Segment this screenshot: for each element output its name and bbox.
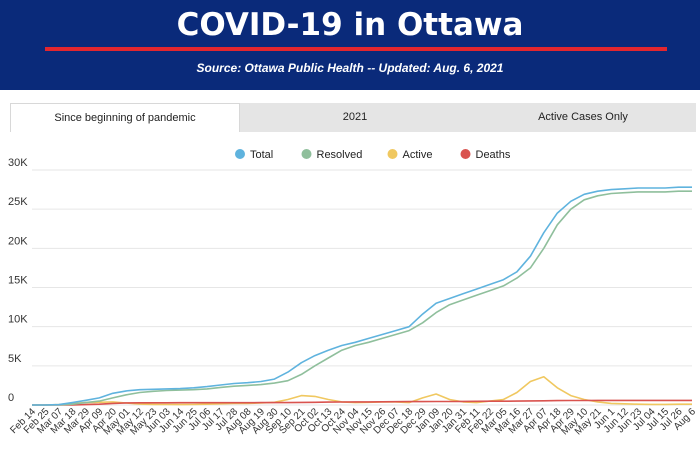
chart-grid: [32, 169, 692, 406]
y-axis: 0 5K 10K 15K 20K 25K 30K: [8, 157, 28, 404]
y-tick-label: 30K: [8, 157, 28, 169]
y-tick-label: 5K: [8, 353, 22, 365]
tab-2021[interactable]: 2021: [342, 111, 368, 123]
page-title: COVID-19 in Ottawa: [176, 7, 524, 43]
chart-series: [32, 186, 692, 406]
y-tick-label: 10K: [8, 314, 28, 326]
y-tick-label: 25K: [8, 196, 28, 208]
legend-label-deaths[interactable]: Deaths: [476, 149, 511, 161]
series-line-resolved: [32, 190, 692, 406]
legend-marker-active[interactable]: [387, 149, 398, 159]
y-tick-label: 0: [8, 392, 14, 404]
y-tick-label: 20K: [8, 235, 28, 247]
chart-legend: Total Resolved Active Deaths: [235, 149, 511, 161]
legend-label-resolved[interactable]: Resolved: [317, 149, 363, 161]
y-tick-label: 15K: [8, 275, 28, 287]
legend-marker-resolved[interactable]: [301, 149, 312, 159]
tab-since-beginning[interactable]: Since beginning of pandemic: [10, 103, 240, 132]
source-subtitle: Source: Ottawa Public Health -- Updated:…: [196, 61, 504, 75]
legend-label-total[interactable]: Total: [250, 149, 273, 161]
series-line-total: [32, 186, 692, 406]
legend-label-active[interactable]: Active: [403, 149, 433, 161]
legend-marker-deaths[interactable]: [460, 149, 471, 159]
header-banner: COVID-19 in Ottawa Source: Ottawa Public…: [0, 0, 700, 90]
series-line-deaths: [32, 399, 692, 406]
tab-bar: Since beginning of pandemic 2021 Active …: [10, 103, 696, 132]
title-underline: [45, 47, 667, 51]
tab-active-cases-only[interactable]: Active Cases Only: [538, 111, 628, 123]
legend-marker-total[interactable]: [235, 149, 245, 159]
